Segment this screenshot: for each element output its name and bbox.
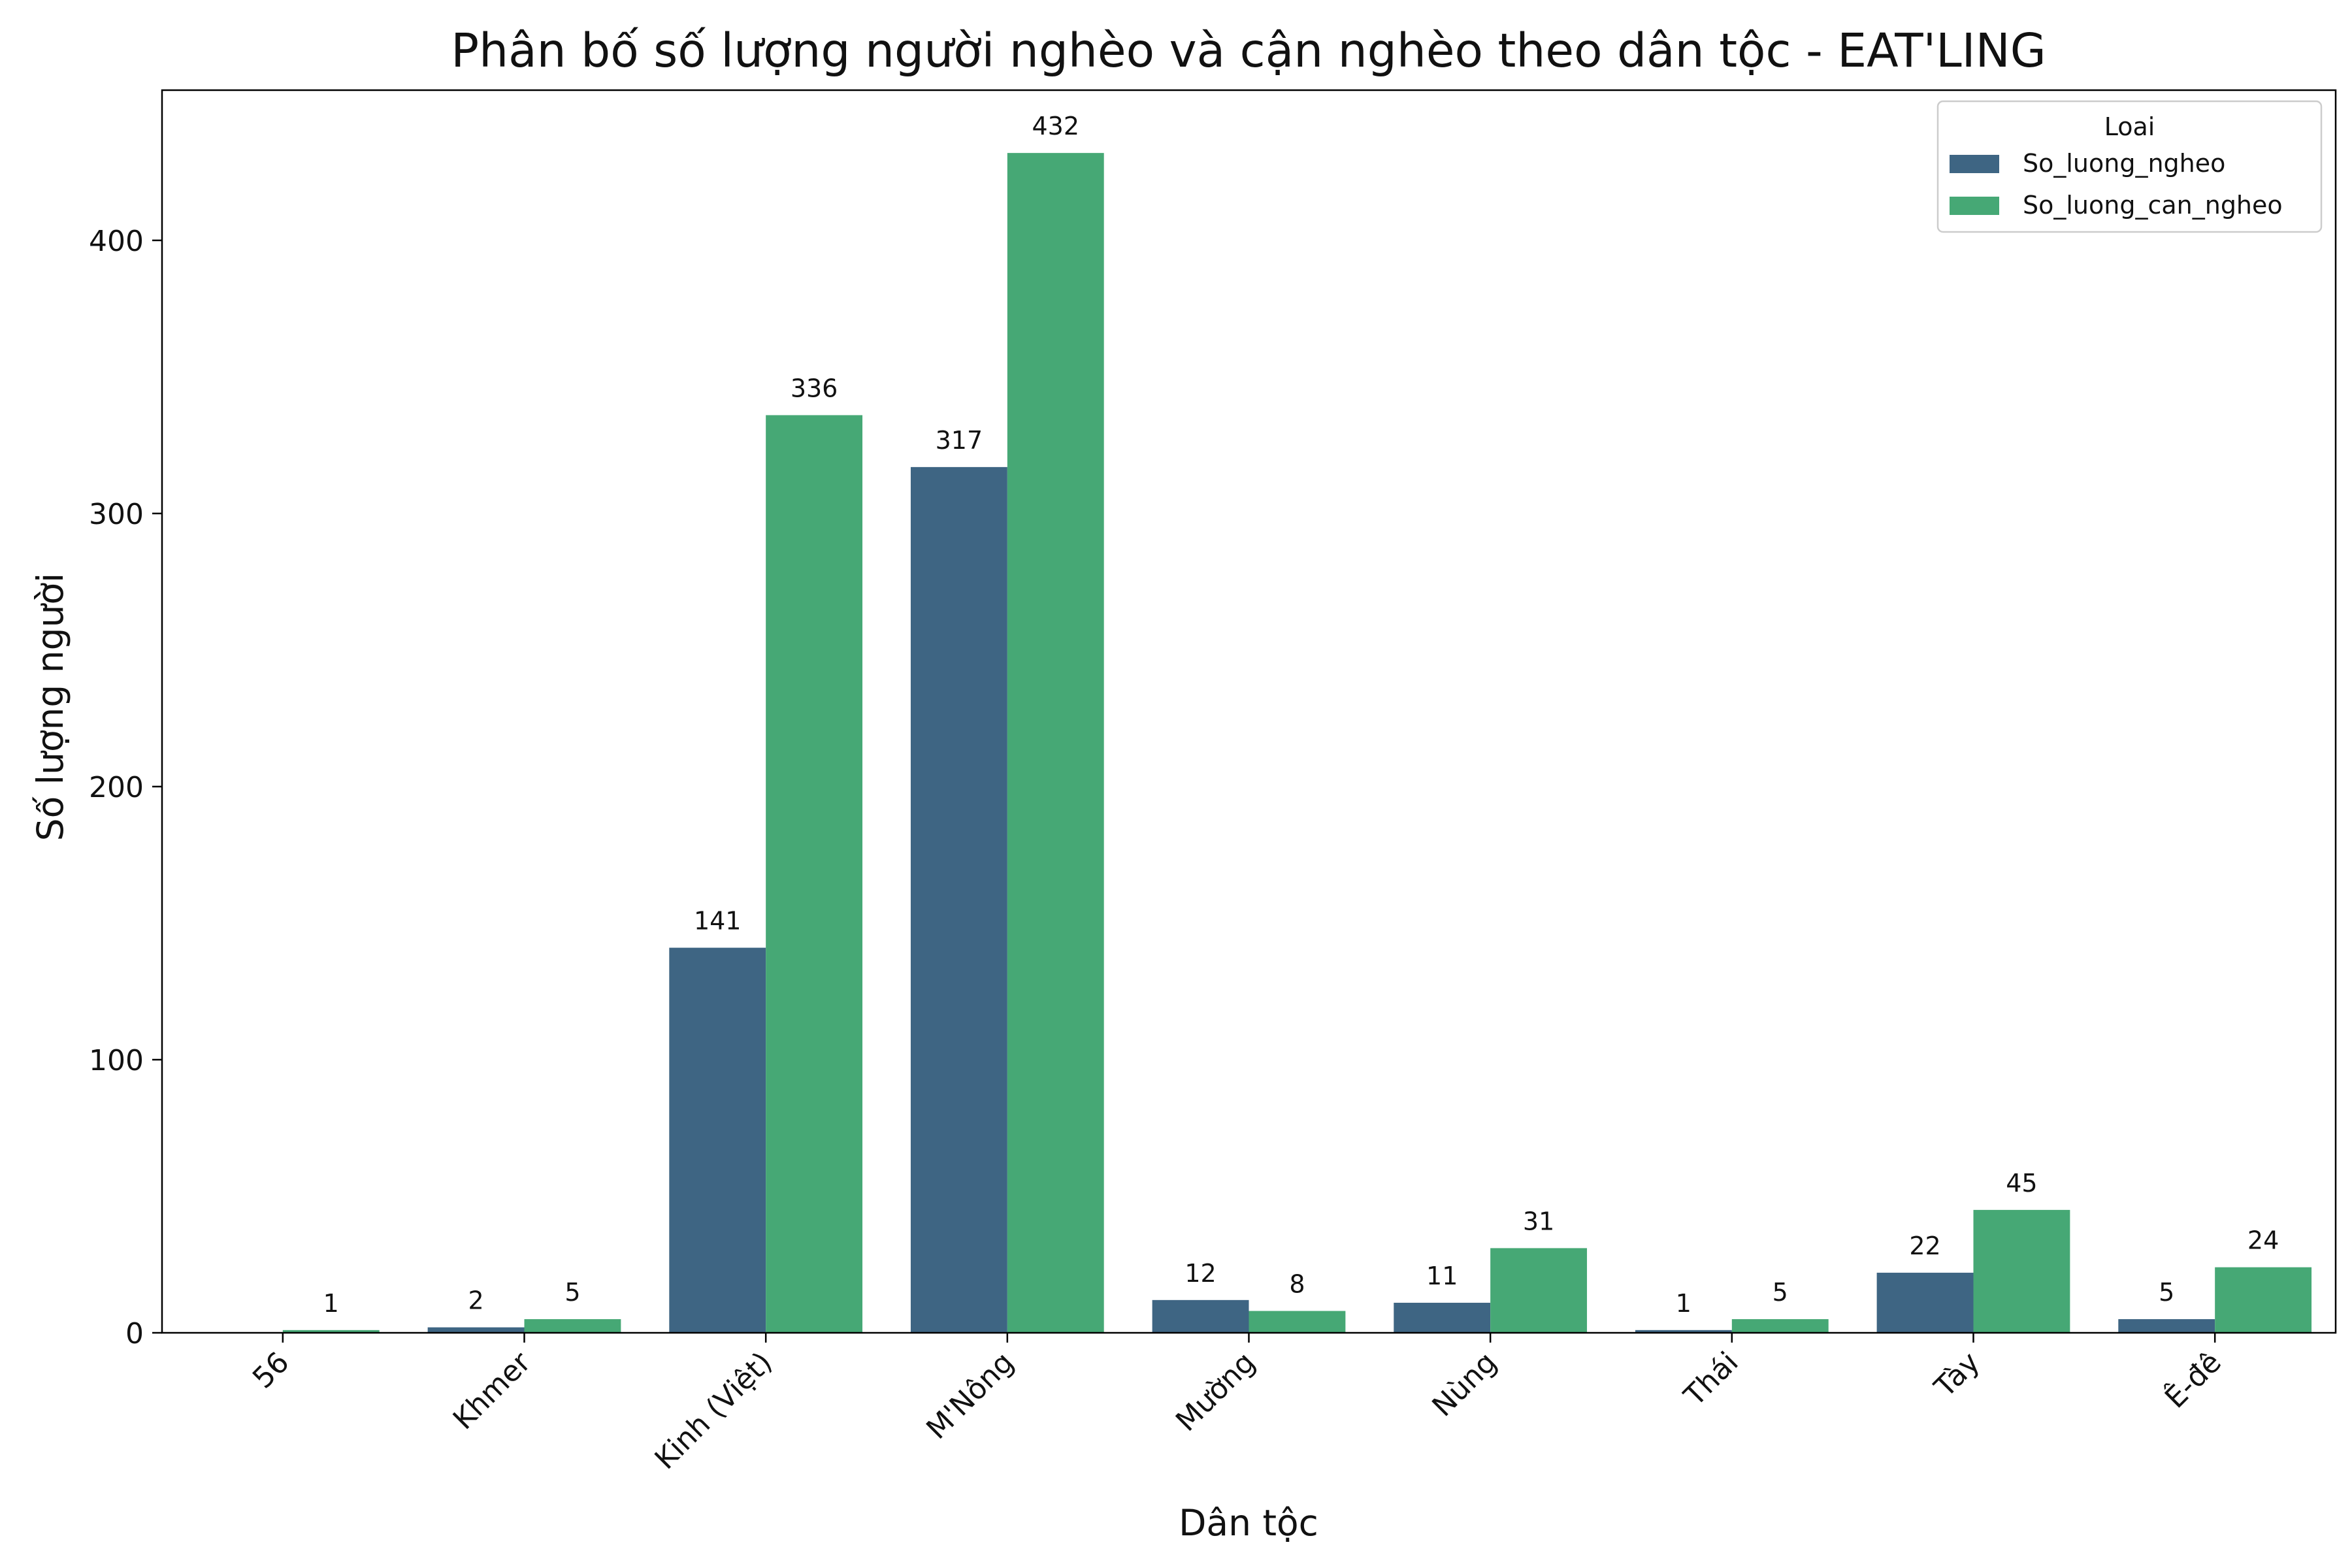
- plot-frame: [161, 89, 2337, 1334]
- bar-So_luong_ngheo-4: [1152, 1299, 1249, 1333]
- data-label-So_luong_can_ngheo-1: 5: [564, 1278, 580, 1307]
- data-label-So_luong_ngheo-8: 5: [2159, 1278, 2174, 1307]
- bar-So_luong_can_ngheo-3: [1007, 153, 1104, 1333]
- data-label-So_luong_ngheo-7: 22: [1909, 1232, 1940, 1260]
- data-label-So_luong_can_ngheo-4: 8: [1289, 1270, 1305, 1299]
- bar-So_luong_ngheo-5: [1394, 1303, 1491, 1333]
- chart-title: Phân bố số lượng người nghèo và cận nghè…: [451, 24, 2046, 78]
- y-tick-label-200: 200: [89, 771, 144, 804]
- x-tick-label-1: Khmer: [447, 1345, 538, 1436]
- legend-title: Loai: [2104, 112, 2155, 141]
- y-tick-label-400: 400: [89, 225, 144, 258]
- data-label-So_luong_ngheo-4: 12: [1184, 1259, 1216, 1288]
- legend-label-So_luong_ngheo: So_luong_ngheo: [2023, 149, 2225, 178]
- y-axis-label: Số lượng người: [29, 573, 71, 841]
- data-label-So_luong_can_ngheo-7: 45: [2006, 1169, 2037, 1198]
- bar-So_luong_ngheo-2: [669, 947, 766, 1333]
- data-label-So_luong_ngheo-5: 11: [1426, 1262, 1458, 1290]
- data-label-So_luong_can_ngheo-8: 24: [2247, 1226, 2279, 1255]
- x-tick-label-8: Ê-đê: [2158, 1345, 2228, 1414]
- bar-So_luong_ngheo-8: [2118, 1319, 2215, 1333]
- x-tick-label-4: Mường: [1169, 1346, 1262, 1438]
- y-tick-label-100: 100: [89, 1044, 144, 1077]
- legend-swatch-So_luong_can_ngheo: [1950, 197, 1999, 215]
- data-label-So_luong_can_ngheo-6: 5: [1772, 1278, 1788, 1307]
- bar-So_luong_can_ngheo-1: [524, 1319, 621, 1333]
- data-label-So_luong_ngheo-3: 317: [936, 426, 983, 455]
- legend-swatch-So_luong_ngheo: [1950, 155, 1999, 173]
- data-label-So_luong_can_ngheo-3: 432: [1032, 112, 1080, 140]
- data-label-So_luong_can_ngheo-0: 1: [323, 1289, 339, 1318]
- legend-label-So_luong_can_ngheo: So_luong_can_ngheo: [2023, 191, 2283, 220]
- x-tick-label-3: M'Nông: [920, 1346, 1020, 1446]
- bar-So_luong_can_ngheo-6: [1731, 1319, 1829, 1333]
- x-axis-label: Dân tộc: [1179, 1502, 1318, 1544]
- bar-So_luong_ngheo-3: [910, 466, 1007, 1333]
- bar-So_luong_can_ngheo-0: [282, 1330, 380, 1333]
- bar-So_luong_ngheo-1: [427, 1327, 525, 1333]
- bar-So_luong_ngheo-7: [1876, 1273, 1974, 1333]
- x-tick-label-5: Nùng: [1426, 1346, 1503, 1424]
- bar-So_luong_ngheo-6: [1635, 1330, 1732, 1333]
- bar-So_luong_can_ngheo-5: [1490, 1248, 1588, 1333]
- bar-So_luong_can_ngheo-2: [766, 415, 863, 1333]
- bar-So_luong_can_ngheo-7: [1973, 1209, 2070, 1333]
- y-tick-label-0: 0: [125, 1317, 144, 1350]
- legend-box: [1936, 100, 2323, 233]
- x-tick-label-7: Tày: [1928, 1346, 1987, 1405]
- bar-So_luong_can_ngheo-4: [1249, 1311, 1346, 1333]
- data-label-So_luong_ngheo-6: 1: [1676, 1289, 1691, 1318]
- bar-So_luong_can_ngheo-8: [2215, 1267, 2312, 1333]
- x-tick-label-6: Thái: [1677, 1346, 1744, 1413]
- data-label-So_luong_can_ngheo-5: 31: [1523, 1207, 1554, 1235]
- data-label-So_luong_ngheo-1: 2: [468, 1286, 483, 1315]
- data-label-So_luong_ngheo-2: 141: [694, 907, 742, 936]
- y-tick-label-300: 300: [89, 498, 144, 531]
- data-label-So_luong_can_ngheo-2: 336: [791, 374, 838, 402]
- legend: Loai So_luong_ngheo So_luong_can_ngheo: [1936, 100, 2323, 233]
- x-tick-label-0: 56: [246, 1346, 296, 1396]
- x-tick-label-2: Kinh (Việt): [649, 1346, 779, 1476]
